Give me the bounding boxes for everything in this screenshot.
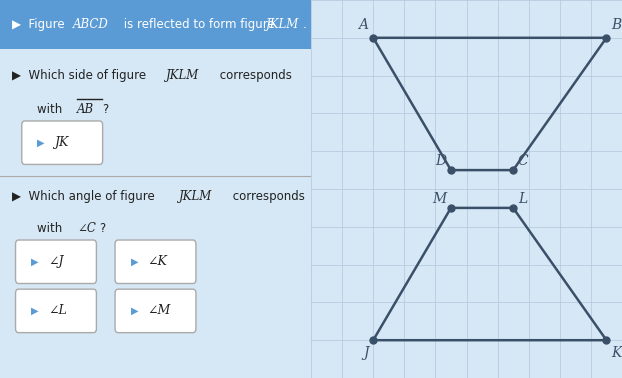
Text: ∠J: ∠J [49,255,63,268]
Text: ▶  Which angle of figure: ▶ Which angle of figure [12,190,159,203]
Text: ?: ? [100,222,106,235]
Text: ▶: ▶ [131,306,138,316]
Text: ▶  Figure: ▶ Figure [12,18,69,31]
FancyBboxPatch shape [16,289,96,333]
Text: D: D [435,154,446,168]
Text: A: A [358,18,368,32]
FancyBboxPatch shape [0,0,311,49]
Text: ABCD: ABCD [73,18,109,31]
Text: ∠L: ∠L [49,304,67,317]
Text: ▶: ▶ [31,306,39,316]
Text: with: with [37,103,67,116]
Text: .: . [303,18,307,31]
Text: ▶  Which side of figure: ▶ Which side of figure [12,69,151,82]
FancyBboxPatch shape [115,289,196,333]
Text: L: L [518,192,527,206]
FancyBboxPatch shape [22,121,103,164]
Text: ▶: ▶ [37,138,45,148]
FancyBboxPatch shape [16,240,96,284]
Text: ?: ? [103,103,109,116]
Text: J: J [363,346,368,360]
Text: ∠M: ∠M [148,304,171,317]
Text: JK: JK [55,136,69,149]
Text: JKLM: JKLM [179,190,212,203]
Text: corresponds: corresponds [229,190,304,203]
Text: C: C [518,154,529,168]
Text: K: K [611,346,621,360]
Text: B: B [611,18,621,32]
Text: corresponds: corresponds [216,69,292,82]
Text: JKLM: JKLM [266,18,299,31]
Text: ▶: ▶ [131,257,138,266]
Text: is reflected to form figure: is reflected to form figure [119,18,278,31]
Text: ▶: ▶ [31,257,39,266]
Text: JKLM: JKLM [167,69,200,82]
FancyBboxPatch shape [115,240,196,284]
Text: M: M [432,192,446,206]
Text: with: with [37,222,67,235]
Text: ∠C: ∠C [77,222,96,235]
Text: ∠K: ∠K [148,255,167,268]
Text: AB: AB [77,103,95,116]
